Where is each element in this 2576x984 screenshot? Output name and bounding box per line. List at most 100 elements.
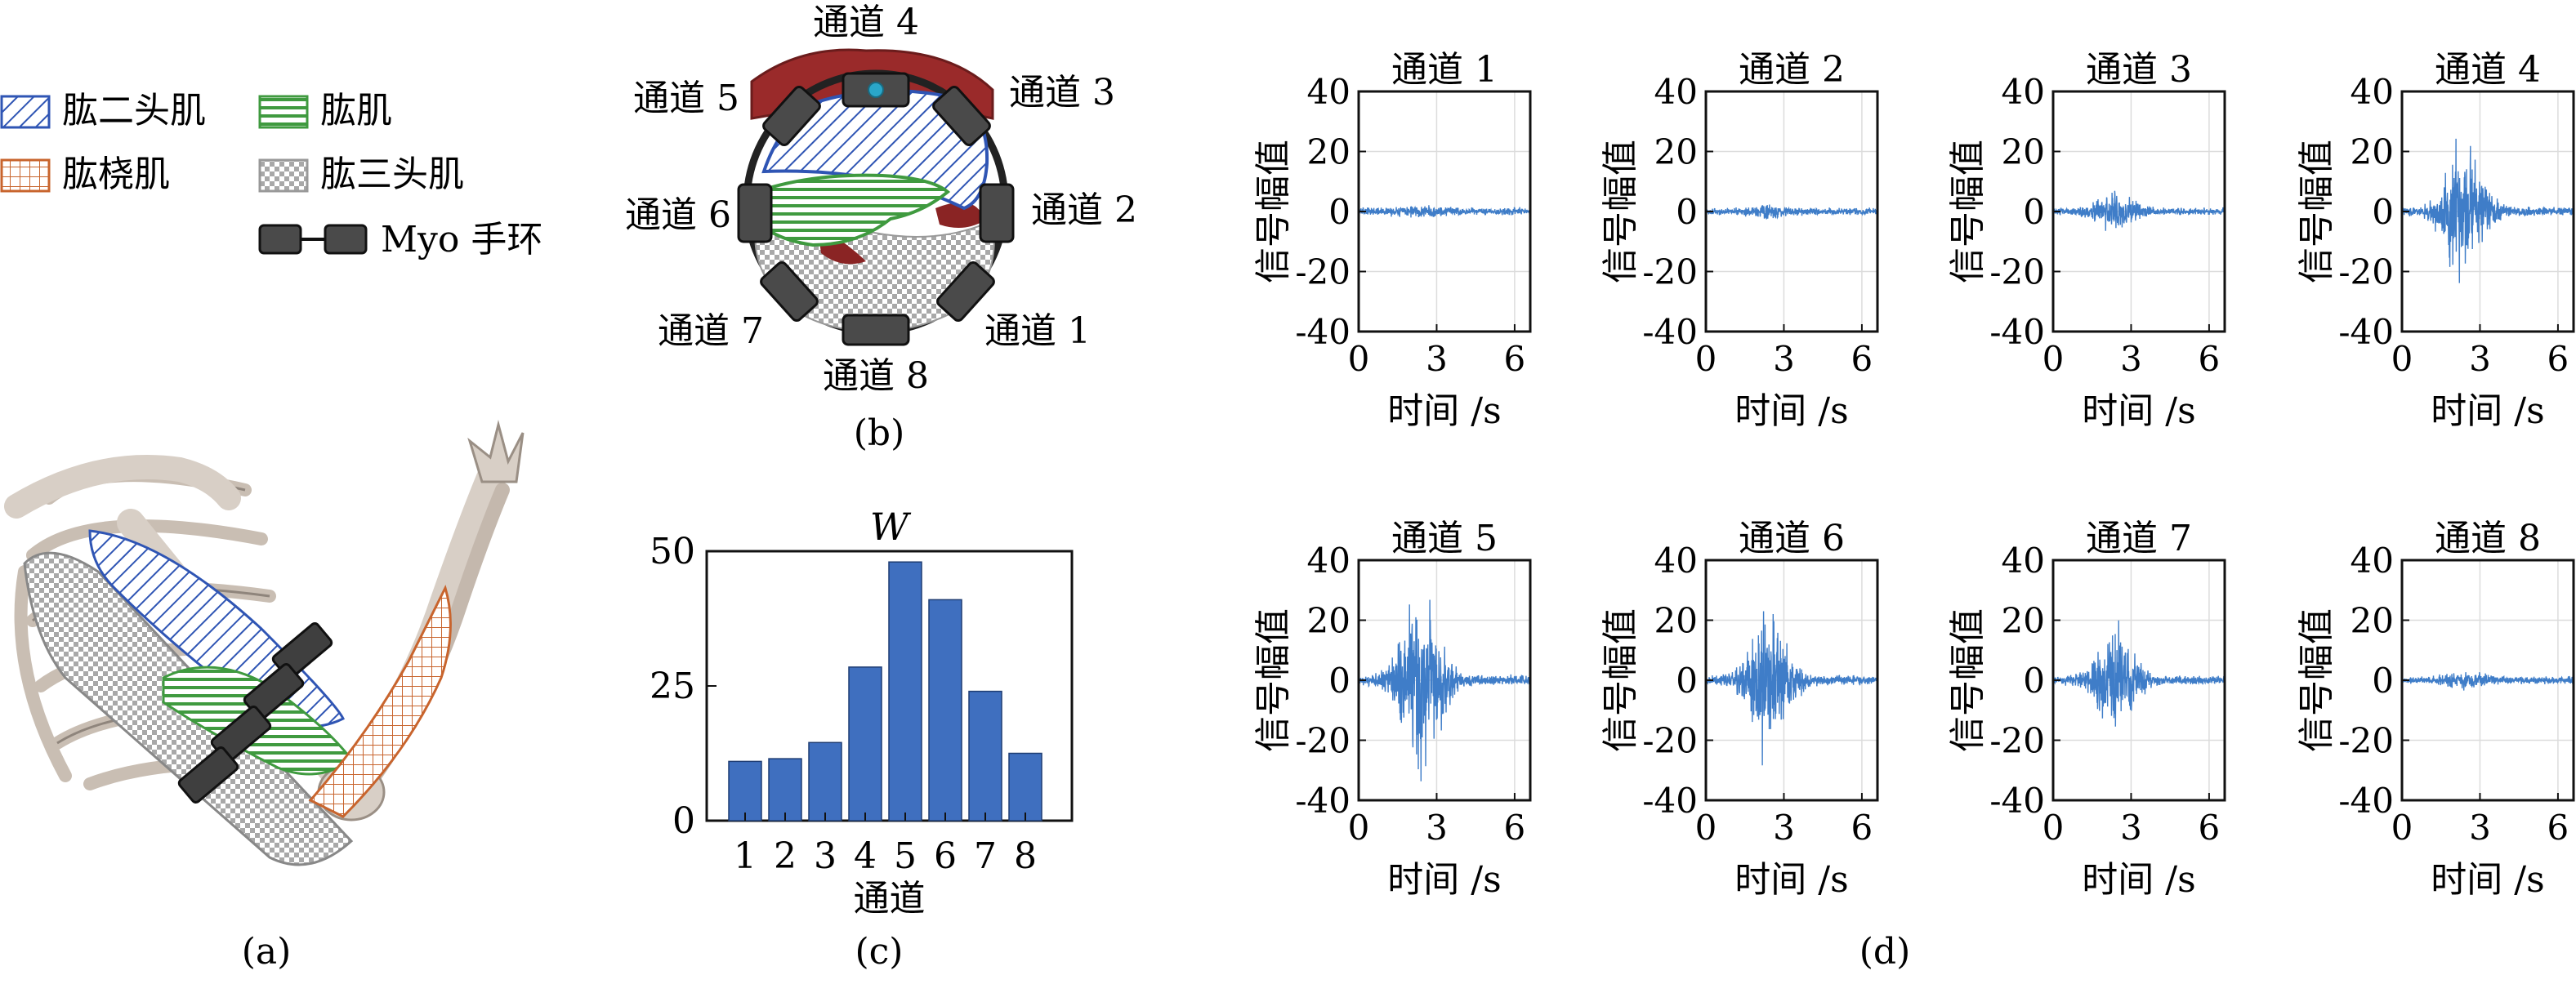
sensor-8 [842, 314, 910, 346]
emg-ytick-label: 0 [1328, 661, 1351, 701]
emg-xtick-label: 6 [1504, 339, 1526, 379]
panel-label-a: (a) [242, 931, 292, 973]
bar-channel-8 [1008, 752, 1042, 821]
channel-label-1: 通道 1 [984, 310, 1091, 352]
emg-xtick-label: 0 [1348, 808, 1370, 848]
hand [467, 420, 525, 483]
emg-panel-3: -40 -20 0 20 40 0 3 6 通道 3 时间 /s 信号幅值 [1947, 49, 2226, 432]
emg-ylabel: 信号幅值 [1947, 608, 1989, 752]
emg-ytick-label: -20 [1295, 721, 1351, 761]
emg-signal-trace-5 [1358, 599, 1531, 781]
channel-label-4: 通道 4 [813, 2, 919, 43]
emg-xtick-label: 6 [2199, 808, 2221, 848]
legend-label-brachialis: 肱肌 [320, 90, 392, 131]
emg-ytick-label: 0 [1676, 661, 1698, 701]
emg-ytick-label: 20 [2002, 132, 2045, 172]
bar-chart-w: 1 2 3 4 5 6 7 8 0 25 50 W 通道 [650, 505, 1074, 919]
emg-xtick-label: 0 [2042, 339, 2065, 379]
legend-label-biceps: 肱二头肌 [62, 90, 206, 131]
triceps-swatch [258, 158, 309, 193]
channel-label-2: 通道 2 [1031, 189, 1137, 231]
emg-panel-1: -40 -20 0 20 40 0 3 6 通道 1 时间 /s 信号幅值 [1252, 49, 1532, 432]
channel-label-3: 通道 3 [1009, 72, 1115, 114]
emg-ytick-label: -40 [2338, 312, 2394, 352]
bar-channel-5 [888, 561, 922, 821]
channel-label-5: 通道 5 [633, 78, 739, 119]
legend-item-myo-band: Myo 手环 [258, 219, 542, 260]
myo-armband-on-arm [177, 622, 333, 804]
bar-xtick-label-7: 7 [974, 835, 997, 877]
legend-item-brachioradialis: 肱桡肌 [0, 154, 170, 195]
emg-ytick-label: 40 [2351, 72, 2394, 112]
emg-ytick-label: -40 [1989, 781, 2045, 821]
bar-xtick-label-6: 6 [934, 835, 957, 877]
legend-label-brachioradialis: 肱桡肌 [62, 154, 170, 195]
emg-ytick-label: -20 [2338, 721, 2394, 761]
emg-xlabel: 时间 /s [1734, 390, 1848, 432]
bar-channel-6 [928, 599, 962, 821]
emg-xtick-label: 6 [1504, 808, 1526, 848]
emg-ytick-label: 0 [1676, 192, 1698, 232]
muscle-accent-right [935, 202, 984, 228]
biceps-swatch [0, 95, 51, 129]
emg-ytick-label: 20 [2351, 132, 2394, 172]
emg-xlabel: 时间 /s [2431, 390, 2544, 432]
emg-ytick-label: -20 [1989, 721, 2045, 761]
emg-ylabel: 信号幅值 [1600, 140, 1641, 283]
panel-label-c: (c) [855, 931, 904, 973]
emg-panel-title-8: 通道 8 [2435, 518, 2541, 559]
sensor-3 [932, 85, 991, 147]
emg-ylabel: 信号幅值 [1252, 608, 1294, 752]
legend-label-myo-band: Myo 手环 [381, 219, 542, 260]
emg-xtick-label: 6 [2199, 339, 2221, 379]
band-swatch-right [324, 224, 368, 255]
channel-labels: 通道 4 通道 3 通道 2 通道 1 通道 8 通道 7 通道 6 通道 5 [625, 2, 1137, 397]
channel-label-6: 通道 6 [625, 194, 731, 236]
emg-ytick-label: 0 [2023, 192, 2045, 232]
emg-xlabel: 时间 /s [2431, 859, 2544, 901]
legend-item-brachialis: 肱肌 [258, 90, 392, 131]
emg-xtick-label: 0 [1695, 808, 1717, 848]
emg-xlabel: 时间 /s [1387, 390, 1501, 432]
emg-xtick-label: 3 [1773, 339, 1795, 379]
sensor-6 [737, 183, 773, 243]
emg-signal-trace-1 [1358, 205, 1531, 218]
emg-ytick-label: 20 [1307, 132, 1351, 172]
emg-ytick-label: -40 [1642, 781, 1698, 821]
bar-xtick-label-5: 5 [894, 835, 917, 877]
sensor-7 [760, 260, 819, 323]
legend-label-triceps: 肱三头肌 [320, 154, 464, 195]
emg-panel-2: -40 -20 0 20 40 0 3 6 通道 2 时间 /s 信号幅值 [1600, 49, 1879, 432]
emg-xtick-label: 3 [2469, 339, 2491, 379]
bar-ytick-label-50: 50 [650, 531, 695, 572]
emg-xtick-label: 3 [2120, 808, 2142, 848]
emg-ylabel: 信号幅值 [1252, 140, 1294, 283]
emg-ytick-label: -20 [1642, 252, 1698, 292]
clavicle [4, 455, 241, 519]
emg-ylabel: 信号幅值 [2296, 140, 2337, 283]
emg-xtick-label: 3 [1773, 808, 1795, 848]
arm-illustration [4, 420, 525, 866]
emg-xtick-label: 0 [2042, 808, 2065, 848]
emg-ytick-label: 0 [2372, 192, 2394, 232]
emg-ytick-label: 20 [2002, 601, 2045, 641]
emg-panel-4: -40 -20 0 20 40 0 3 6 通道 4 时间 /s 信号幅值 [2296, 49, 2575, 432]
emg-panel-title-4: 通道 4 [2435, 49, 2541, 91]
legend-item-biceps: 肱二头肌 [0, 90, 206, 131]
panel-label-d: (d) [1859, 931, 1911, 973]
bar-xtick-label-2: 2 [774, 835, 797, 877]
emg-panel-title-5: 通道 5 [1391, 518, 1498, 559]
emg-xtick-label: 6 [1851, 808, 1873, 848]
emg-ytick-label: 40 [2002, 541, 2045, 581]
bar-channel-7 [968, 690, 1002, 821]
sensor-2 [979, 183, 1015, 243]
brachialis-swatch [258, 95, 309, 129]
emg-panel-7: -40 -20 0 20 40 0 3 6 通道 7 时间 /s 信号幅值 [1947, 518, 2226, 901]
emg-ytick-label: -40 [1642, 312, 1698, 352]
emg-panel-title-1: 通道 1 [1391, 49, 1498, 91]
emg-xtick-label: 3 [2120, 339, 2142, 379]
emg-xtick-label: 6 [1851, 339, 1873, 379]
brachioradialis-region [308, 584, 452, 818]
emg-signal-trace-4 [2401, 138, 2574, 283]
